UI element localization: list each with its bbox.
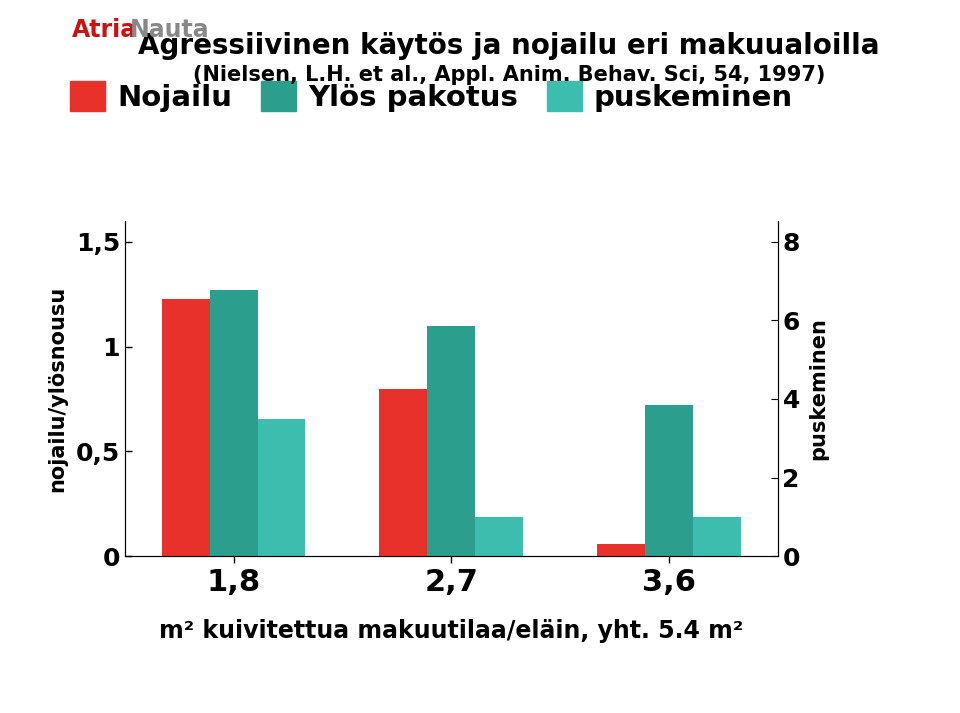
Text: Nauta: Nauta (130, 18, 209, 42)
Bar (162, 299, 209, 556)
Bar (379, 389, 427, 556)
Bar (475, 517, 523, 556)
Bar (597, 543, 645, 556)
Bar (209, 290, 257, 556)
Y-axis label: puskeminen: puskeminen (808, 317, 828, 460)
Legend: Nojailu, Ylös pakotus, puskeminen: Nojailu, Ylös pakotus, puskeminen (70, 81, 793, 112)
Bar (645, 405, 693, 556)
Y-axis label: nojailu/ylösnousu: nojailu/ylösnousu (47, 285, 67, 492)
Bar (257, 419, 305, 556)
Text: Agressiivinen käytös ja nojailu eri makuualoilla: Agressiivinen käytös ja nojailu eri maku… (138, 32, 879, 61)
Text: Atria: Atria (72, 18, 137, 42)
Text: m² kuivitettua makuutilaa/eläin, yht. 5.4 m²: m² kuivitettua makuutilaa/eläin, yht. 5.… (159, 619, 743, 643)
Text: (Nielsen, L.H. et al., Appl. Anim. Behav. Sci, 54, 1997): (Nielsen, L.H. et al., Appl. Anim. Behav… (193, 65, 825, 85)
Bar (693, 517, 740, 556)
Text: Lisää voimaa yhdessä!: Lisää voimaa yhdessä! (24, 687, 218, 702)
Bar (427, 326, 475, 556)
